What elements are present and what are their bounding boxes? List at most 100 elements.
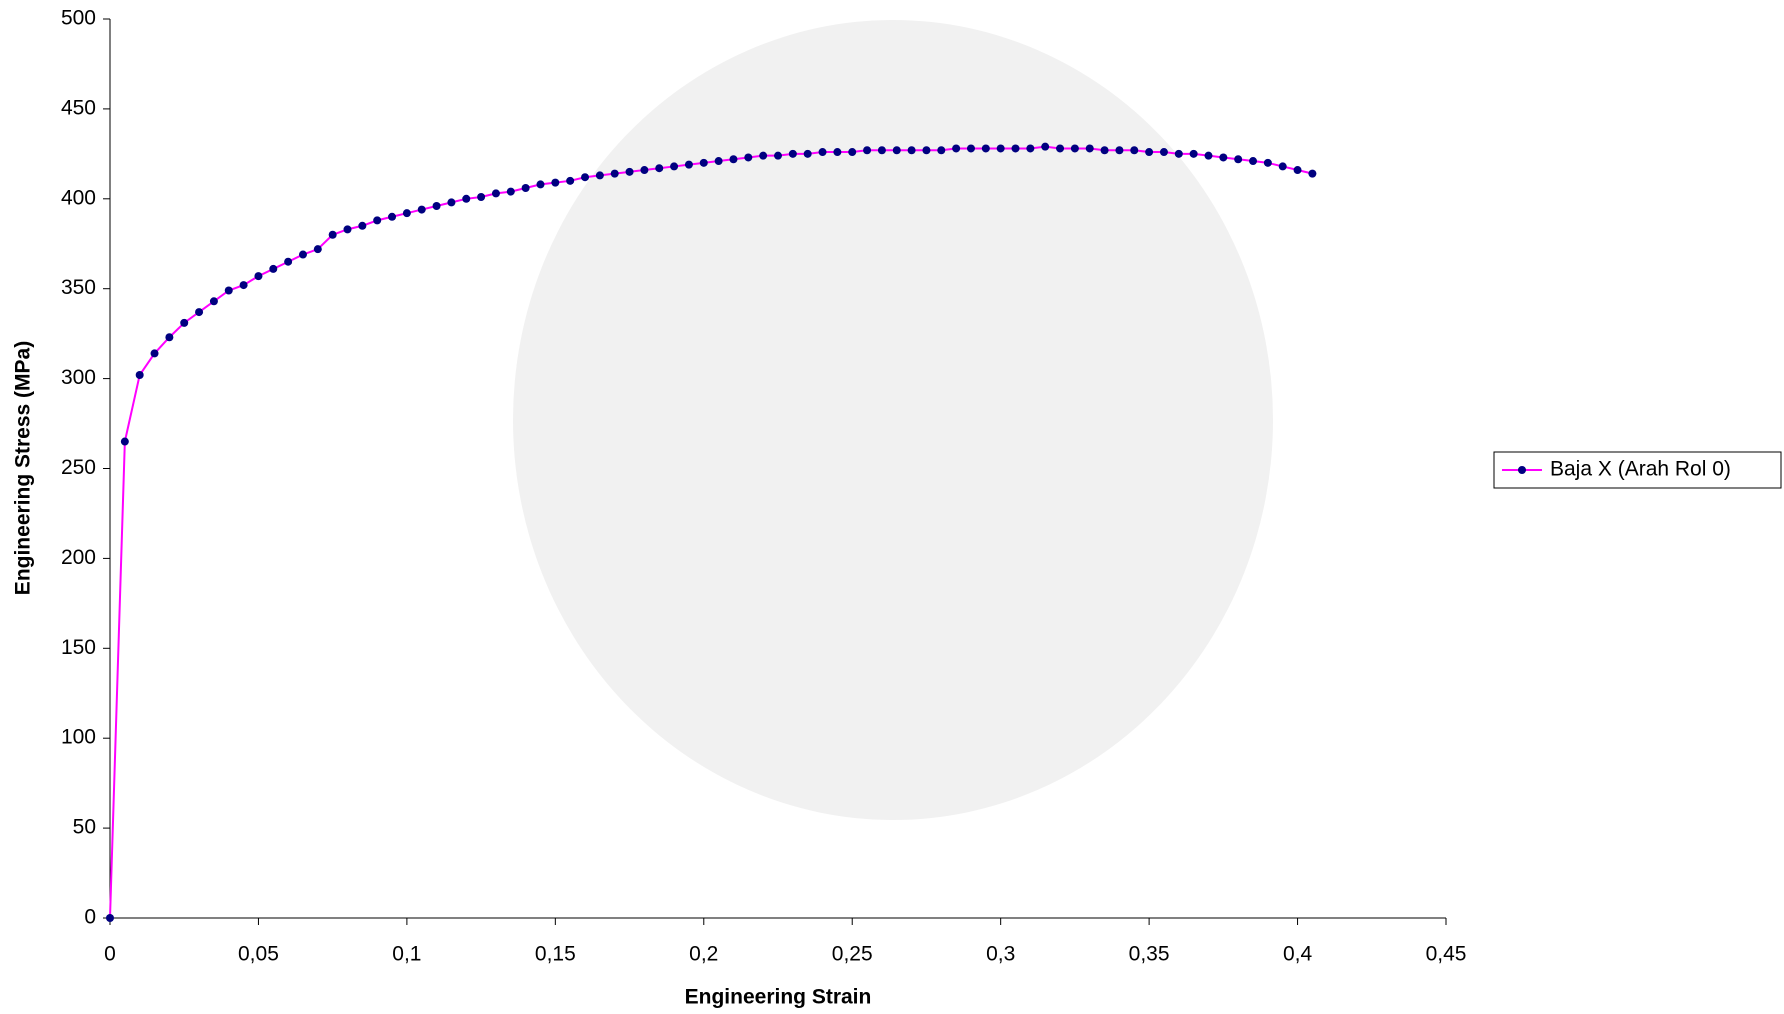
chart: Engineering Strain Engineering Stress (M…	[0, 0, 1784, 1014]
x-axis-title: Engineering Strain	[685, 986, 872, 1009]
data-point	[729, 155, 737, 163]
data-point	[1130, 146, 1138, 154]
data-point	[1234, 155, 1242, 163]
data-point	[581, 173, 589, 181]
data-point	[1190, 150, 1198, 158]
x-tick-label: 0,15	[535, 943, 576, 966]
y-tick-label: 150	[61, 636, 96, 659]
data-point	[1012, 144, 1020, 152]
y-tick-label: 500	[61, 7, 96, 30]
data-point	[344, 225, 352, 233]
data-point	[789, 150, 797, 158]
data-point	[180, 319, 188, 327]
data-point	[373, 216, 381, 224]
data-point	[1249, 157, 1257, 165]
data-point	[507, 188, 515, 196]
data-point	[1204, 152, 1212, 160]
data-point	[640, 166, 648, 174]
data-point	[1086, 144, 1094, 152]
data-point	[596, 171, 604, 179]
data-point	[492, 189, 500, 197]
data-point	[715, 157, 723, 165]
data-point	[1294, 166, 1302, 174]
data-point	[151, 349, 159, 357]
data-point	[893, 146, 901, 154]
y-tick-label: 0	[84, 906, 96, 929]
data-point	[254, 272, 262, 280]
y-tick-label: 100	[61, 726, 96, 749]
data-point	[848, 148, 856, 156]
data-point	[952, 144, 960, 152]
data-point	[863, 146, 871, 154]
data-point	[1160, 148, 1168, 156]
data-point	[522, 184, 530, 192]
watermark	[513, 20, 1273, 820]
data-point	[700, 159, 708, 167]
x-tick-label: 0,3	[986, 943, 1015, 966]
data-point	[655, 164, 663, 172]
data-point	[670, 162, 678, 170]
data-point	[833, 148, 841, 156]
data-point	[329, 231, 337, 239]
data-point	[1071, 144, 1079, 152]
data-point	[225, 286, 233, 294]
data-point	[1175, 150, 1183, 158]
data-point	[982, 144, 990, 152]
data-point	[626, 168, 634, 176]
data-point	[121, 438, 129, 446]
data-point	[1145, 148, 1153, 156]
y-tick-label: 250	[61, 456, 96, 479]
data-point	[774, 152, 782, 160]
data-point	[269, 265, 277, 273]
y-tick-label: 400	[61, 186, 96, 209]
data-point	[908, 146, 916, 154]
data-point	[551, 179, 559, 187]
data-point	[1101, 146, 1109, 154]
data-point	[1026, 144, 1034, 152]
data-point	[922, 146, 930, 154]
data-point	[1219, 153, 1227, 161]
data-point	[1264, 159, 1272, 167]
data-point	[447, 198, 455, 206]
data-point	[462, 195, 470, 203]
data-point	[358, 222, 366, 230]
data-point	[210, 297, 218, 305]
data-point	[403, 209, 411, 217]
data-point	[1056, 144, 1064, 152]
data-point	[136, 371, 144, 379]
data-point	[1115, 146, 1123, 154]
data-point	[284, 258, 292, 266]
y-tick-label: 350	[61, 276, 96, 299]
data-point	[819, 148, 827, 156]
data-point	[804, 150, 812, 158]
y-tick-label: 300	[61, 366, 96, 389]
y-axis-title: Engineering Stress (MPa)	[12, 341, 35, 595]
data-point	[685, 161, 693, 169]
x-tick-label: 0	[104, 943, 116, 966]
data-point	[477, 193, 485, 201]
data-point	[1308, 170, 1316, 178]
data-point	[388, 213, 396, 221]
data-point	[937, 146, 945, 154]
data-point	[997, 144, 1005, 152]
data-point	[240, 281, 248, 289]
x-tick-label: 0,25	[832, 943, 873, 966]
y-tick-label: 200	[61, 546, 96, 569]
data-point	[967, 144, 975, 152]
y-tick-label: 450	[61, 96, 96, 119]
data-point	[1041, 143, 1049, 151]
x-tick-label: 0,4	[1283, 943, 1313, 966]
data-point	[314, 245, 322, 253]
data-point	[165, 333, 173, 341]
y-tick-label: 50	[73, 816, 96, 839]
x-tick-label: 0,05	[238, 943, 279, 966]
data-point	[195, 308, 203, 316]
legend-marker	[1518, 466, 1526, 474]
data-point	[418, 206, 426, 214]
data-point	[433, 202, 441, 210]
x-tick-label: 0,2	[689, 943, 718, 966]
x-tick-label: 0,1	[392, 943, 421, 966]
data-point	[566, 177, 574, 185]
data-point	[299, 251, 307, 259]
legend-label: Baja X (Arah Rol 0)	[1550, 458, 1731, 481]
